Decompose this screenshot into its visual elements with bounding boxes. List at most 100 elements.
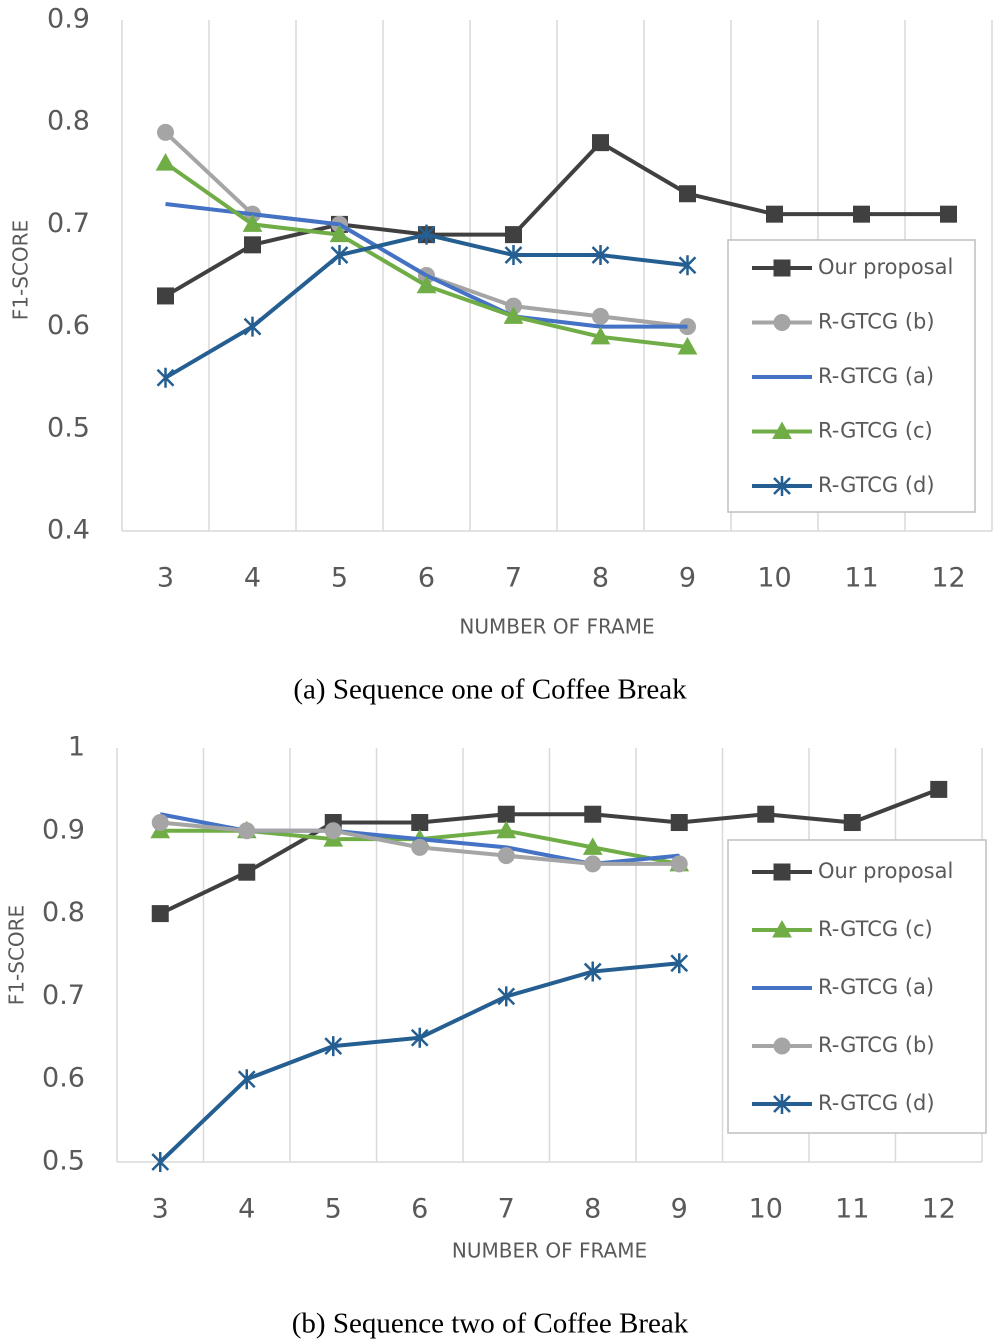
x-tick-label: 3: [152, 1194, 169, 1225]
x-tick-label: 5: [331, 563, 348, 594]
caption: (a) Sequence one of Coffee Break: [293, 674, 687, 706]
legend-label: R-GTCG (b): [818, 310, 935, 334]
marker: [244, 236, 261, 254]
marker: [497, 986, 516, 1007]
marker: [496, 820, 517, 839]
y-tick-label: 0.7: [47, 208, 90, 239]
legend-marker: [773, 259, 791, 277]
marker: [330, 245, 349, 266]
marker: [591, 245, 610, 266]
series-line: [164, 232, 688, 380]
y-tick-label: 0.8: [47, 106, 90, 137]
x-tick-label: 12: [922, 1194, 956, 1225]
y-tick-label: 0.8: [42, 897, 85, 928]
series-line: [164, 140, 949, 298]
marker: [237, 1069, 256, 1090]
marker: [757, 805, 775, 823]
marker: [329, 224, 350, 243]
marker: [678, 255, 697, 276]
marker: [157, 287, 174, 305]
y-axis-label: F1-SCORE: [9, 220, 33, 320]
marker: [155, 153, 176, 171]
marker: [497, 847, 515, 865]
legend-label: R-GTCG (c): [818, 917, 933, 941]
y-tick-label: 1: [68, 732, 85, 763]
x-tick-label: 4: [238, 1194, 255, 1225]
marker: [324, 822, 342, 840]
legend-label: Our proposal: [818, 255, 953, 279]
marker: [592, 307, 609, 325]
marker: [151, 905, 169, 923]
y-tick-label: 0.6: [47, 310, 90, 341]
y-tick-label: 0.5: [47, 412, 90, 443]
legend-label: R-GTCG (c): [818, 419, 933, 443]
y-tick-label: 0.5: [42, 1146, 85, 1177]
y-tick-label: 0.7: [42, 980, 85, 1011]
x-tick-label: 9: [671, 1194, 688, 1225]
marker: [238, 863, 256, 881]
x-tick-label: 8: [592, 563, 609, 594]
marker: [583, 961, 602, 982]
x-tick-label: 3: [157, 563, 174, 594]
marker: [324, 1036, 343, 1057]
marker: [670, 953, 689, 974]
legend-marker: [773, 1037, 791, 1055]
marker: [503, 306, 524, 324]
x-tick-label: 7: [505, 563, 522, 594]
x-tick-label: 4: [244, 563, 261, 594]
x-axis-label: NUMBER OF FRAME: [452, 1239, 647, 1263]
x-tick-label: 6: [411, 1194, 428, 1225]
marker: [151, 1152, 170, 1172]
marker: [584, 805, 602, 823]
marker: [497, 805, 515, 823]
x-axis-label: NUMBER OF FRAME: [459, 615, 654, 639]
marker: [411, 838, 429, 856]
marker: [410, 1027, 429, 1048]
marker: [416, 275, 437, 294]
legend-marker: [772, 421, 792, 439]
marker: [766, 205, 783, 223]
series-line: [159, 787, 940, 916]
marker: [505, 226, 522, 244]
marker: [238, 822, 256, 840]
x-tick-label: 8: [584, 1194, 601, 1225]
y-tick-label: 0.6: [42, 1063, 85, 1094]
marker: [504, 245, 523, 266]
marker: [243, 316, 262, 337]
x-tick-label: 6: [418, 563, 435, 594]
legend-label: R-GTCG (a): [818, 364, 934, 388]
legend-marker: [773, 314, 791, 331]
series-line: [158, 961, 680, 1164]
x-tick-label: 11: [844, 563, 878, 594]
y-axis-label: F1-SCORE: [5, 905, 29, 1005]
marker: [417, 224, 436, 245]
marker: [940, 205, 957, 223]
marker: [590, 326, 611, 345]
marker: [151, 814, 169, 832]
legend-label: Our proposal: [818, 859, 953, 883]
x-tick-label: 5: [325, 1194, 342, 1225]
legend-label: R-GTCG (b): [818, 1033, 935, 1057]
legend-label: R-GTCG (d): [818, 1091, 935, 1115]
x-tick-label: 9: [679, 563, 696, 594]
x-tick-label: 10: [757, 563, 791, 594]
marker: [843, 814, 861, 832]
legend-label: R-GTCG (a): [818, 975, 934, 999]
legend-label: R-GTCG (d): [818, 473, 935, 497]
legend-marker: [773, 863, 791, 881]
marker: [242, 214, 263, 232]
legend-marker: [773, 476, 791, 496]
y-tick-label: 0.9: [42, 814, 85, 845]
marker: [679, 185, 696, 203]
marker: [157, 123, 174, 141]
marker: [930, 780, 948, 798]
caption: (b) Sequence two of Coffee Break: [292, 1308, 689, 1340]
marker: [411, 814, 429, 832]
marker: [670, 814, 688, 832]
series-line: [165, 201, 688, 329]
marker: [592, 134, 609, 152]
legend-marker: [773, 1094, 791, 1114]
x-tick-label: 11: [835, 1194, 869, 1225]
marker: [582, 837, 603, 855]
